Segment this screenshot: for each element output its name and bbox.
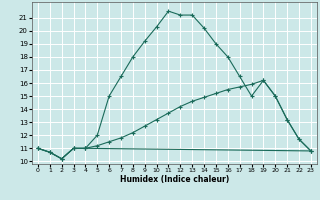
X-axis label: Humidex (Indice chaleur): Humidex (Indice chaleur): [120, 175, 229, 184]
